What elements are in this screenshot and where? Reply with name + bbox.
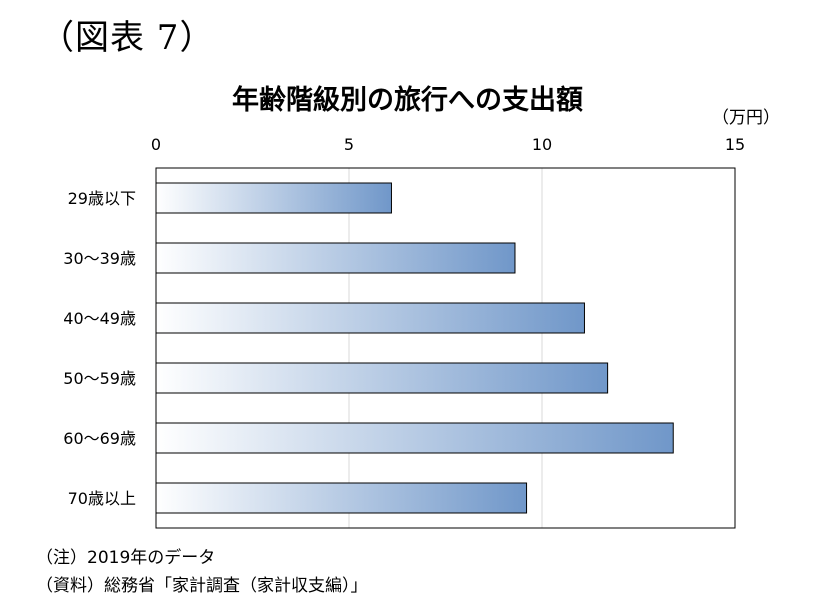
bar-0 <box>155 182 392 214</box>
bar-5 <box>155 482 528 514</box>
bar-3 <box>155 362 609 394</box>
x-tick-label-2: 10 <box>532 135 552 154</box>
chart-title: 年齢階級別の旅行への支出額 <box>232 85 583 116</box>
category-label-0: 29歳以下 <box>68 189 136 208</box>
x-tick-label-0: 0 <box>151 135 161 154</box>
figure-label: （図表 7） <box>40 18 215 58</box>
x-tick-label-3: 15 <box>725 135 745 154</box>
category-label-1: 30～39歳 <box>63 249 136 268</box>
bar-1 <box>155 242 516 274</box>
category-label-2: 40～49歳 <box>63 309 136 328</box>
x-tick-label-1: 5 <box>344 135 354 154</box>
bar-4 <box>155 422 674 454</box>
bar-2 <box>155 302 585 334</box>
category-label-3: 50～59歳 <box>63 369 136 388</box>
plot-area-frame <box>155 167 736 529</box>
data-note: （注）2019年のデータ <box>36 548 216 568</box>
category-label-4: 60～69歳 <box>63 429 136 448</box>
unit-label: （万円） <box>712 108 780 128</box>
category-label-5: 70歳以上 <box>68 489 136 508</box>
source-note: （資料）総務省「家計調査（家計収支編）」 <box>36 576 368 596</box>
